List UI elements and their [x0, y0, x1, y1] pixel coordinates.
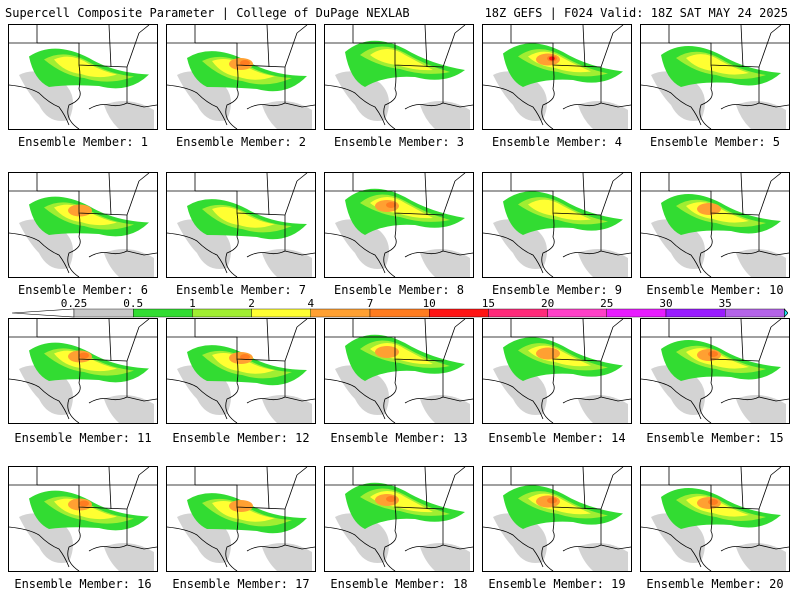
ensemble-panel-map: [482, 466, 632, 572]
colorbar-tick-label: 0.5: [123, 297, 144, 310]
colorbar-tick-label: 7: [366, 297, 374, 310]
ensemble-member-label: Ensemble Member: 17: [172, 577, 310, 591]
ensemble-member-label: Ensemble Member: 10: [646, 283, 784, 297]
colorbar-tick-label: 25: [600, 297, 614, 310]
ensemble-panel-map: [166, 466, 316, 572]
ensemble-member-label: Ensemble Member: 4: [491, 135, 623, 149]
colorbar-tick-label: 15: [481, 297, 496, 310]
ensemble-panel-map: [166, 24, 316, 130]
ensemble-member-label: Ensemble Member: 6: [17, 283, 149, 297]
ensemble-member-label: Ensemble Member: 9: [491, 283, 623, 297]
ensemble-member-label: Ensemble Member: 12: [172, 431, 310, 445]
ensemble-member-label: Ensemble Member: 11: [14, 431, 152, 445]
ensemble-member-label: Ensemble Member: 14: [488, 431, 626, 445]
ensemble-panel-map: [8, 24, 158, 130]
ensemble-panel-map: [640, 466, 790, 572]
ensemble-panel-map: [324, 318, 474, 424]
ensemble-panel-map: [640, 172, 790, 278]
colorbar-tick-label: 30: [659, 297, 673, 310]
ensemble-panel-map: [8, 318, 158, 424]
ensemble-panel-map: [324, 466, 474, 572]
header-valid-time: 18Z GEFS | F024 Valid: 18Z SAT MAY 24 20…: [484, 6, 788, 20]
ensemble-panel-map: [482, 318, 632, 424]
ensemble-panel-map: [8, 172, 158, 278]
ensemble-panel-map: [8, 466, 158, 572]
colorbar-tick-label: 4: [307, 297, 315, 310]
colorbar-tick-label: 35: [718, 297, 732, 310]
ensemble-member-label: Ensemble Member: 7: [175, 283, 307, 297]
ensemble-member-label: Ensemble Member: 5: [649, 135, 781, 149]
header-title: Supercell Composite Parameter | College …: [5, 6, 410, 20]
colorbar-tick-label: 1: [189, 297, 196, 310]
ensemble-member-label: Ensemble Member: 8: [333, 283, 465, 297]
ensemble-member-label: Ensemble Member: 13: [330, 431, 468, 445]
ensemble-member-label: Ensemble Member: 1: [17, 135, 149, 149]
ensemble-member-label: Ensemble Member: 3: [333, 135, 465, 149]
ensemble-member-label: Ensemble Member: 20: [646, 577, 784, 591]
ensemble-panel-map: [166, 318, 316, 424]
ensemble-member-label: Ensemble Member: 18: [330, 577, 468, 591]
ensemble-member-label: Ensemble Member: 16: [14, 577, 152, 591]
ensemble-panel-map: [640, 318, 790, 424]
ensemble-panel-map: [640, 24, 790, 130]
colorbar-tick-label: 10: [422, 297, 436, 310]
colorbar-graphic: [12, 308, 788, 318]
ensemble-panel-map: [324, 172, 474, 278]
ensemble-member-label: Ensemble Member: 19: [488, 577, 626, 591]
colorbar-tick-label: 0.25: [60, 297, 88, 310]
ensemble-panel-map: [166, 172, 316, 278]
ensemble-member-label: Ensemble Member: 15: [646, 431, 784, 445]
colorbar-tick-label: 20: [540, 297, 555, 310]
ensemble-member-label: Ensemble Member: 2: [175, 135, 307, 149]
colorbar: 0.25 0.5 1 2 4 7 10 15 20 25 30 35: [12, 297, 788, 321]
ensemble-panel-map: [324, 24, 474, 130]
colorbar-tick-label: 2: [248, 297, 255, 310]
ensemble-panel-map: [482, 24, 632, 130]
ensemble-panel-map: [482, 172, 632, 278]
